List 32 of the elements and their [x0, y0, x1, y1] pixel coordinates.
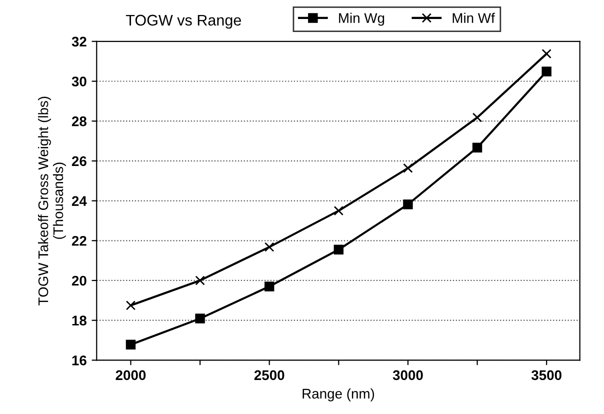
- point: [264, 282, 274, 292]
- y-tick-label: 26: [72, 156, 86, 166]
- point: [403, 163, 413, 173]
- point: [472, 112, 482, 122]
- point: [472, 142, 482, 152]
- point: [126, 340, 136, 350]
- y-tick-label: 30: [72, 76, 86, 86]
- point: [334, 206, 344, 216]
- y-tick-label: 28: [72, 116, 86, 126]
- point: [195, 314, 205, 324]
- point: [334, 244, 344, 254]
- x-tick-label: 3500: [531, 370, 562, 380]
- point: [542, 48, 552, 59]
- y-tick-label: 16: [72, 356, 86, 366]
- chart-title: TOGW vs Range: [126, 14, 241, 29]
- y-tick-label: 18: [72, 316, 86, 326]
- x-axis-title: Range (nm): [302, 388, 374, 402]
- y-tick-label: 22: [72, 236, 86, 246]
- x-tick-label: 3000: [392, 370, 423, 380]
- y-tick-label: 24: [72, 196, 87, 206]
- point: [195, 276, 205, 286]
- legend-label: Min Wf: [452, 12, 495, 23]
- legend-label: Min Wg: [339, 12, 384, 26]
- point: [403, 200, 413, 210]
- point: [126, 300, 136, 310]
- y-axis-title: TOGW Takeoff Gross Weight (lbs) (Thousands): [38, 96, 66, 306]
- y-tick-label: 20: [72, 276, 86, 286]
- x-tick-label: 2500: [254, 370, 284, 380]
- y-tick-label: 32: [72, 36, 86, 47]
- point: [542, 66, 552, 76]
- x-tick-label: 2000: [116, 370, 146, 380]
- point: [264, 242, 274, 252]
